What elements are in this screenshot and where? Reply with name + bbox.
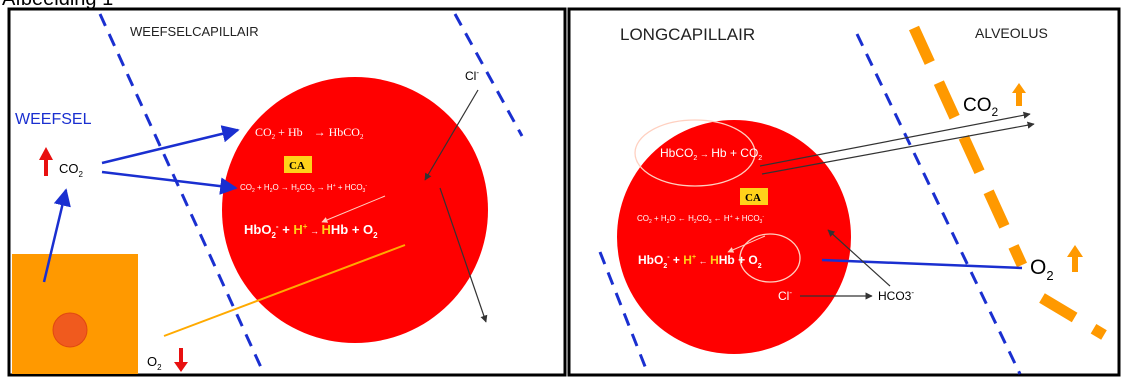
left-reaction-1: CO2 + Hb → HbCO2 (255, 125, 364, 141)
bicarbonate-in-arrow (827, 229, 891, 287)
left-enzyme-box (284, 156, 312, 173)
tissue-cell-nucleus (52, 312, 88, 348)
alveolus-label: ALVEOLUS (975, 25, 1048, 41)
tissue-to-co2-arrow (42, 188, 71, 283)
alveolus-wall-bend (1039, 293, 1107, 340)
left-red-blood-cell (222, 77, 488, 343)
left-enzyme-label: CA (289, 160, 305, 172)
left-capillary-wall-inner (453, 13, 524, 137)
right-bicarbonate-label: HCO3- (878, 288, 914, 303)
figure-title: Afbeelding 1 (2, 0, 113, 9)
right-reaction-3: HbO2- + H+ ← HHb + O2 (638, 253, 762, 270)
right-enzyme-box (740, 188, 768, 205)
right-red-blood-cell (617, 120, 851, 354)
right-reaction-2: CO2 + H2O ← H2CO3 ← H+ + HCO3- (637, 214, 764, 225)
tissue-co2-label: CO2 (59, 161, 84, 179)
hbco2-highlight (634, 119, 756, 187)
hhb-highlight (739, 233, 801, 283)
o2-inflow-line (821, 258, 1023, 270)
co2-out-arrow-lower (761, 121, 1035, 175)
hhb-to-proton-arrow (727, 235, 766, 253)
alveolus-wall (908, 25, 1028, 268)
alveolus-o2-label: O2 (1030, 256, 1054, 283)
o2-decrease-arrow (174, 348, 188, 372)
right-header: LONGCAPILLAIR (620, 25, 755, 44)
oxygen-release-line (163, 244, 406, 337)
left-chloride-label: Cl- (465, 68, 479, 83)
bicarbonate-out-arrow (439, 187, 488, 323)
right-chloride-label: Cl- (778, 288, 792, 303)
co2-out-arrow-upper (759, 111, 1031, 167)
left-header: WEEFSELCAPILLAIR (130, 24, 259, 39)
co2-diffusion-arrow-upper (101, 125, 240, 165)
chloride-in-arrow (424, 89, 479, 181)
alveolus-co2-increase-arrow (1012, 83, 1026, 106)
proton-transfer-arrow (321, 195, 386, 223)
right-enzyme-label: CA (745, 192, 761, 204)
co2-increase-arrow (39, 147, 53, 176)
right-reaction-1: HbCO2 → Hb + CO2 (660, 146, 762, 162)
right-capillary-wall-right (855, 33, 1022, 375)
alveolus-co2-label: CO2 (963, 95, 999, 119)
co2-diffusion-arrow-lower (101, 170, 238, 195)
tissue-o2-label: O2 (147, 354, 162, 372)
left-reaction-2: CO2 + H2O → H2CO3 → H+ + HCO3- (240, 183, 367, 194)
tissue-label: WEEFSEL (15, 111, 92, 128)
alveolus-o2-increase-arrow (1067, 245, 1083, 272)
left-reaction-3: HbO2- + H+ → HHb + O2 (244, 222, 378, 240)
